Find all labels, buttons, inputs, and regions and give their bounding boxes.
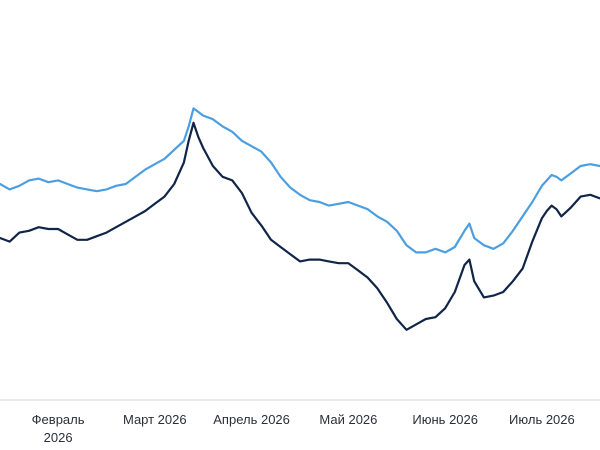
- x-tick-label-6: Июль 2026: [509, 412, 575, 427]
- x-tick-label-3: Апрель 2026: [213, 412, 290, 427]
- x-tick-label-2: Март 2026: [123, 412, 187, 427]
- series-layer: [0, 107, 600, 331]
- series-line-1: [0, 107, 600, 254]
- x-tick-label-5: Июнь 2026: [412, 412, 478, 427]
- x-tick-label-4: Май 2026: [319, 412, 377, 427]
- x-tick-labels: Февраль 2026 Март 2026 Апрель 2026 Май 2026 И…: [32, 412, 575, 445]
- x-tick-label-1-line2: 2026: [44, 430, 73, 445]
- x-tick-label-1: Февраль: [32, 412, 85, 427]
- series-line-2: [0, 121, 600, 331]
